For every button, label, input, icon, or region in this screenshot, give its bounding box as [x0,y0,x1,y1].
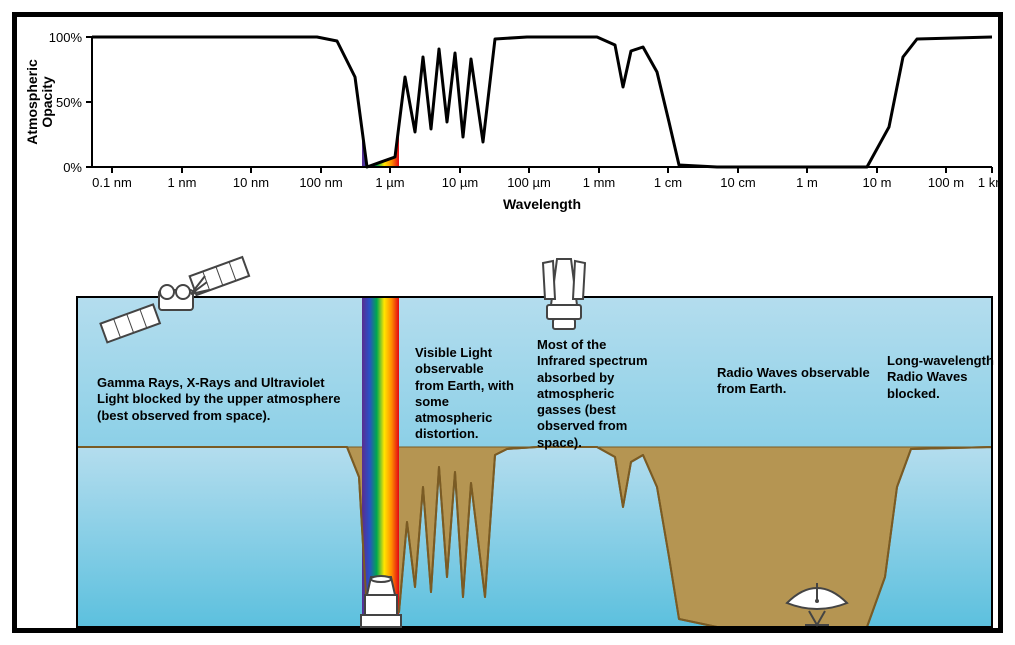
atmosphere-illustration [17,17,998,632]
caption-ir: Most of the Infrared spectrum absorbed b… [537,337,657,451]
diagram-frame: 0%50%100%0.1 nm1 nm10 nm100 nm1 µm10 µm1… [12,12,1003,633]
caption-visible: Visible Light observable from Earth, wit… [415,345,515,443]
caption-radio: Radio Waves observable from Earth. [717,365,877,398]
caption-gamma: Gamma Rays, X-Rays and Ultraviolet Light… [97,375,357,424]
caption-long: Long-wavelength Radio Waves blocked. [887,353,997,402]
space-telescope-icon [543,259,585,329]
